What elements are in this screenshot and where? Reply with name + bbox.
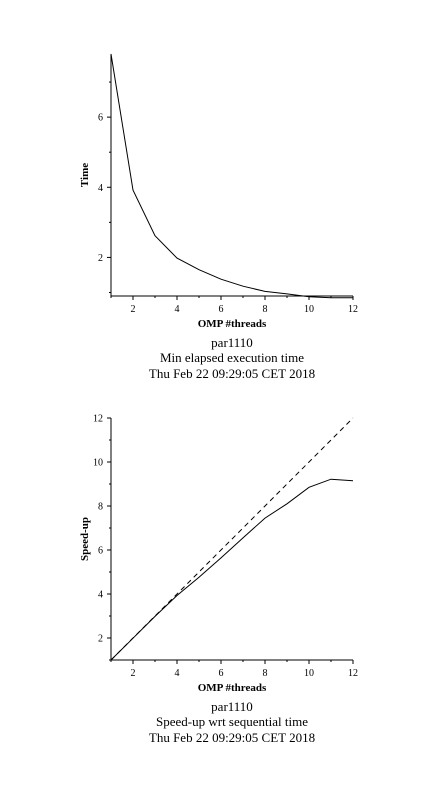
x-tick-label: 2 xyxy=(131,304,136,315)
y-tick-label: 2 xyxy=(98,634,103,645)
caption-line-3: Thu Feb 22 09:29:05 CET 2018 xyxy=(149,730,315,745)
y-tick-label: 2 xyxy=(98,253,103,264)
y-tick-label: 6 xyxy=(98,113,103,124)
x-tick-label: 8 xyxy=(263,668,268,679)
x-tick-label: 4 xyxy=(175,668,180,679)
caption-line-2: Min elapsed execution time xyxy=(160,350,304,365)
x-tick-label: 12 xyxy=(348,668,358,679)
speedup-chart: 2 4 6 8 10 12 2 4 6 8 10 12 OMP #threads Speed-up par1… xyxy=(79,414,358,746)
x-tick-label: 10 xyxy=(304,668,314,679)
caption-line-1: par1110 xyxy=(211,335,253,350)
x-tick-label: 2 xyxy=(131,668,136,679)
time-series-line xyxy=(110,53,353,299)
x-tick-label: 6 xyxy=(219,668,224,679)
caption-line-2: Speed-up wrt sequential time xyxy=(156,714,308,729)
y-tick-label: 10 xyxy=(93,458,103,469)
x-tick-label: 12 xyxy=(348,304,358,315)
y-tick-label: 6 xyxy=(98,546,103,557)
x-tick-label: 10 xyxy=(304,304,314,315)
y-tick-label: 12 xyxy=(93,414,103,425)
speedup-ideal-line xyxy=(110,417,354,661)
caption-line-3: Thu Feb 22 09:29:05 CET 2018 xyxy=(149,366,315,381)
y-tick-label: 8 xyxy=(98,502,103,513)
x-tick-label: 8 xyxy=(263,304,268,315)
caption-line-1: par1110 xyxy=(211,699,253,714)
y-tick-label: 4 xyxy=(98,590,103,601)
y-axis-label: Speed-up xyxy=(79,517,91,561)
x-tick-label: 4 xyxy=(175,304,180,315)
x-axis-label: OMP #threads xyxy=(198,318,267,330)
x-tick-label: 6 xyxy=(219,304,224,315)
y-axis-label: Time xyxy=(79,163,91,187)
y-tick-label: 4 xyxy=(98,183,103,194)
x-axis-label: OMP #threads xyxy=(198,682,267,694)
speedup-series-line xyxy=(110,478,354,661)
